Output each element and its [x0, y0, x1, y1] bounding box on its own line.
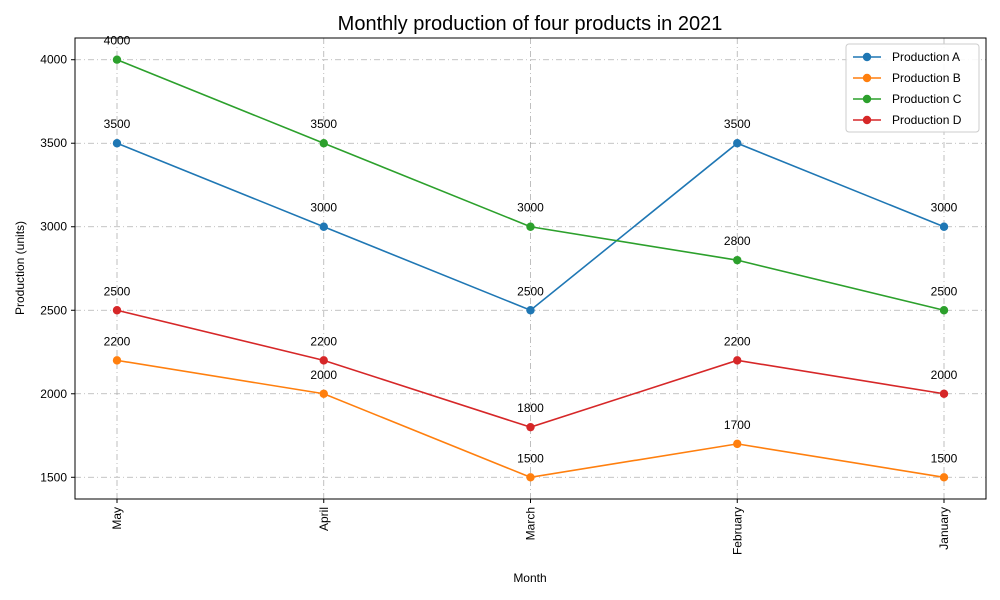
legend-swatch-marker	[862, 73, 872, 83]
data-label: 2200	[310, 334, 337, 348]
legend-swatch-marker	[862, 94, 872, 104]
y-tick-label: 3000	[40, 220, 67, 234]
data-label: 1500	[517, 451, 544, 465]
data-label: 3500	[104, 117, 131, 131]
data-label: 3000	[310, 201, 337, 215]
data-label: 3500	[310, 117, 337, 131]
data-label: 1800	[517, 401, 544, 415]
x-tick-label: April	[317, 507, 331, 531]
data-point	[939, 389, 949, 398]
chart-title: Monthly production of four products in 2…	[338, 13, 723, 35]
x-axis-label: Month	[513, 571, 546, 585]
axis-ticks: 1500 2000 2500 3000 3500 4000 May April March Feb…	[40, 53, 951, 555]
data-label: 3500	[724, 117, 751, 131]
legend-label: Production D	[892, 113, 962, 127]
data-point	[319, 389, 328, 398]
data-point	[526, 422, 535, 432]
data-point	[733, 439, 742, 449]
data-label: 2000	[931, 368, 958, 382]
data-label: 2200	[724, 334, 751, 348]
data-point	[733, 255, 742, 265]
data-label: 2500	[517, 284, 544, 298]
data-point	[526, 306, 535, 315]
data-label: 2500	[104, 284, 131, 298]
data-point	[733, 356, 742, 365]
legend-swatch-marker	[862, 52, 872, 62]
data-point	[112, 139, 122, 148]
data-labels: 3500 3000 2500 3500 3000 2200 2000 1500 1700 1500…	[104, 34, 958, 466]
legend-label: Production C	[892, 92, 962, 106]
data-point	[319, 222, 328, 231]
y-tick-label: 1500	[40, 470, 67, 484]
y-tick-label: 3500	[40, 136, 67, 150]
data-label: 2500	[931, 284, 958, 298]
legend-label: Production B	[892, 71, 961, 85]
data-point	[939, 473, 949, 482]
data-point	[526, 473, 535, 482]
y-tick-label: 2000	[40, 387, 67, 401]
x-tick-label: January	[937, 507, 951, 550]
data-label: 4000	[104, 34, 131, 48]
data-point	[939, 222, 949, 231]
data-label: 2000	[310, 368, 337, 382]
legend: Production A Production B Production C Prod…	[845, 43, 980, 133]
x-tick-label: May	[110, 507, 124, 530]
data-label: 1500	[931, 451, 958, 465]
legend-swatch-marker	[862, 115, 872, 125]
y-axis-label: Production (units)	[13, 221, 27, 315]
data-label: 2800	[724, 234, 751, 248]
legend-box	[845, 43, 980, 133]
legend-label: Production A	[892, 50, 960, 64]
data-point	[319, 139, 328, 148]
data-point	[112, 306, 122, 315]
data-label: 1700	[724, 418, 751, 432]
data-point	[733, 139, 742, 148]
data-label: 3000	[931, 201, 958, 215]
x-tick-label: March	[524, 507, 538, 540]
data-point	[939, 306, 949, 315]
y-tick-label: 2500	[40, 303, 67, 317]
data-label: 2200	[104, 334, 131, 348]
data-point	[112, 356, 122, 365]
data-point	[319, 356, 328, 365]
series-lines	[112, 55, 949, 482]
data-point	[112, 55, 122, 64]
data-label: 3000	[517, 201, 544, 215]
y-tick-label: 4000	[40, 53, 67, 67]
x-tick-label: February	[730, 507, 744, 555]
data-point	[526, 222, 535, 231]
